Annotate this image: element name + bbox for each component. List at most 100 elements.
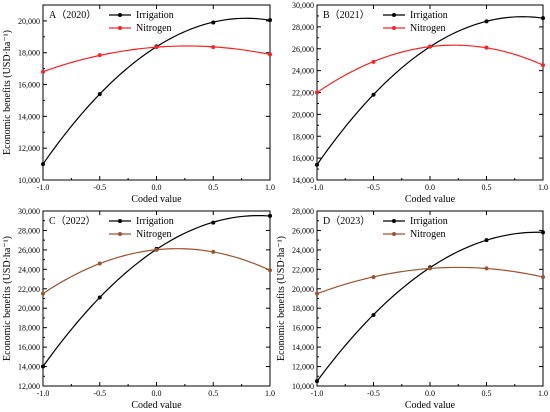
series-line-irrigation <box>316 231 544 382</box>
legend-label: Irrigation <box>410 216 448 227</box>
x-tick-label: 0.5 <box>482 389 492 398</box>
legend-label: Nitrogen <box>136 229 172 240</box>
y-tick-label: 16,000 <box>292 154 314 163</box>
x-axis-title: Coded value <box>131 194 182 205</box>
data-point-nitrogen <box>484 266 489 271</box>
x-tick-label: 0.5 <box>208 183 218 192</box>
x-tick-label: 1.0 <box>538 389 548 398</box>
y-tick-label: 14,000 <box>18 112 40 121</box>
data-point-irrigation <box>371 92 376 97</box>
data-point-irrigation <box>484 19 489 24</box>
legend-label: Irrigation <box>136 216 174 227</box>
y-tick-label: 20,000 <box>18 304 40 313</box>
x-tick-label: 0.0 <box>152 183 162 192</box>
x-tick-label: 0.0 <box>425 183 435 192</box>
x-tick-label: 1.0 <box>265 389 275 398</box>
data-point-irrigation <box>268 18 272 23</box>
data-point-irrigation <box>315 162 319 167</box>
x-tick-label: 0.0 <box>425 389 435 398</box>
y-tick-label: 16,000 <box>18 81 40 90</box>
chart-panel-3: -1.0 -0.5 0.0 0.5 1.0 12,000 14,000 16,000 18,00… <box>2 207 275 411</box>
legend-label: Nitrogen <box>136 23 172 34</box>
y-tick-label: 30,000 <box>18 207 40 216</box>
y-axis-title: Economic benefits (USD·ha⁻¹) <box>2 236 13 361</box>
data-point-nitrogen <box>428 44 432 49</box>
panel-title: B（2021） <box>323 9 370 21</box>
y-tick-label: 10,000 <box>292 382 314 391</box>
chart-panel-4: -1.0 -0.5 0.0 0.5 1.0 10,000 12,000 14,000 16,00… <box>276 207 548 411</box>
y-tick-label: 26,000 <box>292 226 314 235</box>
y-tick-label: 24,000 <box>292 67 314 76</box>
series-line-nitrogen <box>42 45 271 73</box>
data-point-irrigation <box>541 230 545 235</box>
y-tick-label: 30,000 <box>292 1 314 10</box>
legend-label: Irrigation <box>136 10 174 21</box>
data-point-nitrogen <box>541 63 545 68</box>
y-tick-label: 26,000 <box>18 246 40 255</box>
y-tick-label: 14,000 <box>292 343 314 352</box>
x-tick-label: -1.0 <box>37 389 50 398</box>
data-point-irrigation <box>211 220 216 225</box>
x-tick-label: 0.5 <box>482 183 492 192</box>
y-tick-label: 18,000 <box>18 49 40 58</box>
data-point-nitrogen <box>371 59 376 64</box>
y-tick-label: 28,000 <box>18 226 40 235</box>
data-point-irrigation <box>211 20 216 25</box>
series-line-irrigation <box>316 16 544 166</box>
chart-panel-1: -1.0 -0.5 0.0 0.5 1.0 10,000 12,000 14,000 16,00… <box>2 4 275 205</box>
y-tick-label: 20,000 <box>292 285 314 294</box>
data-point-nitrogen <box>484 45 489 50</box>
y-tick-label: 20,000 <box>18 17 40 26</box>
data-point-nitrogen <box>41 69 45 74</box>
legend-label: Nitrogen <box>410 229 446 240</box>
panel-title: A（2020） <box>49 9 96 21</box>
y-tick-label: 28,000 <box>292 23 314 32</box>
y-tick-label: 20,000 <box>292 110 314 119</box>
legend-label: Irrigation <box>410 10 448 21</box>
data-point-nitrogen <box>97 53 102 58</box>
data-point-nitrogen <box>154 45 159 50</box>
data-point-nitrogen <box>211 45 216 50</box>
data-point-irrigation <box>315 379 319 384</box>
x-tick-label: 0.0 <box>152 389 162 398</box>
legend-marker-nitrogen <box>392 26 396 30</box>
y-tick-label: 18,000 <box>18 324 40 333</box>
y-tick-label: 16,000 <box>18 343 40 352</box>
data-point-nitrogen <box>541 275 545 280</box>
y-tick-label: 16,000 <box>292 324 314 333</box>
data-point-nitrogen <box>371 275 376 280</box>
data-point-nitrogen <box>154 247 159 252</box>
x-tick-label: -0.5 <box>367 183 380 192</box>
x-tick-label: -1.0 <box>311 389 324 398</box>
data-point-nitrogen <box>268 52 272 57</box>
y-tick-label: 10,000 <box>18 176 40 185</box>
y-tick-label: 28,000 <box>292 207 314 216</box>
data-point-nitrogen <box>268 268 272 273</box>
y-tick-label: 24,000 <box>18 265 40 274</box>
x-tick-label: 0.5 <box>208 389 218 398</box>
series-line-irrigation <box>42 17 271 165</box>
data-point-nitrogen <box>428 266 432 271</box>
x-tick-label: -0.5 <box>93 389 106 398</box>
legend-marker-nitrogen <box>118 232 122 236</box>
y-tick-label: 22,000 <box>292 89 314 98</box>
data-point-nitrogen <box>97 261 102 266</box>
x-tick-label: -1.0 <box>311 183 324 192</box>
x-tick-label: 1.0 <box>265 183 275 192</box>
x-axis-title: Coded value <box>405 400 456 411</box>
series-line-nitrogen <box>316 266 544 295</box>
y-tick-label: 12,000 <box>18 382 40 391</box>
data-point-irrigation <box>97 92 102 97</box>
y-tick-label: 22,000 <box>18 285 40 294</box>
legend-label: Nitrogen <box>410 23 446 34</box>
data-point-irrigation <box>41 364 45 369</box>
y-tick-label: 22,000 <box>292 265 314 274</box>
data-point-nitrogen <box>315 90 319 95</box>
x-tick-label: 1.0 <box>538 183 548 192</box>
data-point-irrigation <box>371 313 376 318</box>
x-tick-label: -0.5 <box>93 183 106 192</box>
data-point-nitrogen <box>211 249 216 254</box>
x-tick-label: -1.0 <box>37 183 50 192</box>
chart-panel-2: -1.0 -0.5 0.0 0.5 1.0 14,000 16,000 18,000 20,00… <box>292 1 548 205</box>
